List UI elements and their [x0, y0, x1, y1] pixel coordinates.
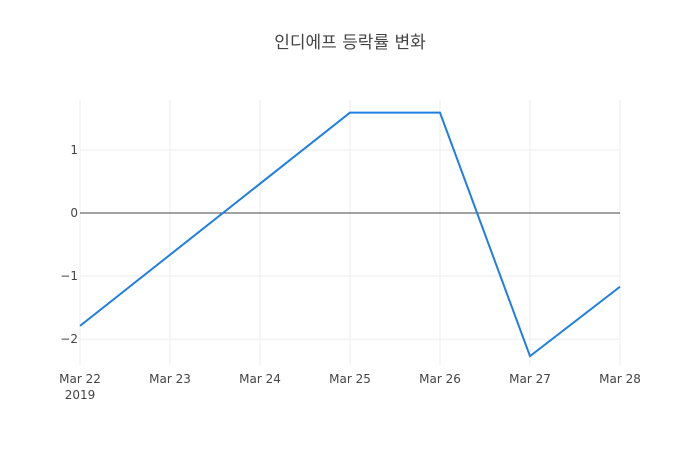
x-tick-label: Mar 27 [509, 372, 551, 386]
chart-title: 인디에프 등락률 변화 [274, 33, 426, 53]
x-tick-label: Mar 23 [149, 372, 191, 386]
y-tick-label: −2 [60, 332, 78, 346]
x-tick-label: Mar 22 2019 [59, 372, 101, 402]
y-tick-label: −1 [60, 269, 78, 283]
x-tick-label: Mar 25 [329, 372, 371, 386]
data-line [79, 111, 621, 358]
x-tick-label: Mar 26 [419, 372, 461, 386]
y-tick-label: 0 [70, 206, 78, 220]
x-tick-label: Mar 28 [599, 372, 641, 386]
y-tick-label: 1 [70, 143, 78, 157]
x-tick-label: Mar 24 [239, 372, 281, 386]
